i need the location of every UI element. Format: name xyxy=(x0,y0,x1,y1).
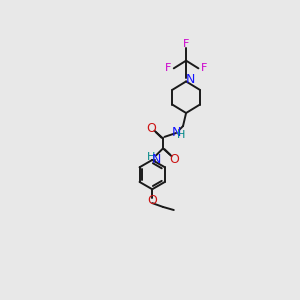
Text: H: H xyxy=(177,130,186,140)
Text: N: N xyxy=(186,73,195,85)
Text: F: F xyxy=(165,63,172,73)
Text: N: N xyxy=(171,126,181,139)
Text: O: O xyxy=(169,153,179,166)
Text: F: F xyxy=(183,40,189,50)
Text: O: O xyxy=(147,194,157,207)
Text: O: O xyxy=(146,122,156,135)
Text: F: F xyxy=(201,63,207,73)
Text: H: H xyxy=(146,152,155,162)
Text: N: N xyxy=(152,153,161,166)
